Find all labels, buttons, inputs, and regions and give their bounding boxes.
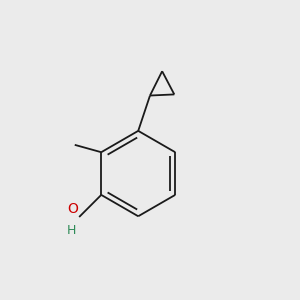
Text: H: H	[67, 224, 76, 237]
Text: O: O	[67, 202, 78, 215]
